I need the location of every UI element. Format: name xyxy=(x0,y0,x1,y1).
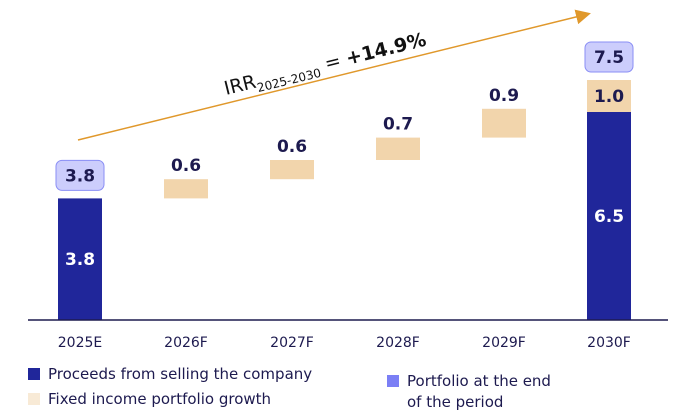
legend-swatch xyxy=(28,393,40,405)
bar-growth xyxy=(482,108,526,138)
legend-label: Portfolio at the end xyxy=(407,372,551,390)
legend-label: Fixed income portfolio growth xyxy=(48,390,272,408)
bar-growth xyxy=(587,80,631,112)
bar-growth xyxy=(376,137,420,160)
total-label: 7.5 xyxy=(594,48,624,68)
bar-growth xyxy=(270,160,314,180)
legend-swatch xyxy=(28,368,40,380)
bar-label: 6.5 xyxy=(594,207,624,227)
legend-proceeds: Proceeds from selling the company xyxy=(28,364,312,385)
x-tick-label: 2025E xyxy=(58,335,102,351)
total-label: 3.8 xyxy=(65,166,95,186)
x-tick-label: 2029F xyxy=(482,335,526,351)
bar-label: 1.0 xyxy=(594,87,624,107)
legend-label: Proceeds from selling the company xyxy=(48,365,313,383)
legend-growth: Fixed income portfolio growth xyxy=(28,389,271,410)
x-tick-label: 2027F xyxy=(270,335,314,351)
bar-label: 0.7 xyxy=(383,115,413,135)
legend-portfolio: Portfolio at the end of the period xyxy=(387,371,551,413)
irr-annotation: IRR2025-2030 = +14.9% xyxy=(222,29,429,103)
x-tick-label: 2028F xyxy=(376,335,420,351)
bar-label: 0.9 xyxy=(489,86,519,106)
total-badge xyxy=(55,159,105,191)
bar-growth xyxy=(164,179,208,199)
bar-label: 0.6 xyxy=(171,156,201,176)
bar-proceeds xyxy=(58,198,102,320)
legend-label: of the period xyxy=(407,393,504,411)
bar-proceeds xyxy=(587,112,631,320)
x-tick-label: 2026F xyxy=(164,335,208,351)
bar-label: 3.8 xyxy=(65,250,95,270)
legend-swatch xyxy=(387,375,399,387)
bar-label: 0.6 xyxy=(277,137,307,157)
x-tick-label: 2030F xyxy=(587,335,631,351)
total-badge xyxy=(584,41,634,73)
irr-arrow xyxy=(77,9,591,141)
